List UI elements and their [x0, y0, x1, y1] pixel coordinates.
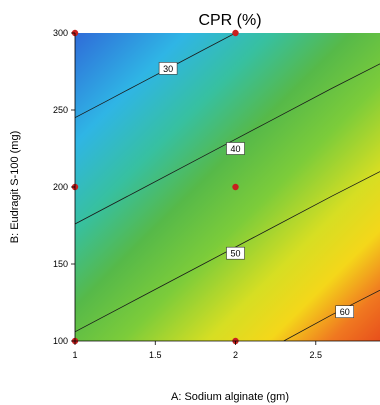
- contour-label-30: 30: [163, 64, 173, 74]
- contour-labels: 30 40 50 60: [158, 62, 355, 319]
- y-tick-label: 200: [53, 182, 68, 192]
- contour-label-40: 40: [230, 144, 240, 154]
- plot-area: [75, 33, 380, 341]
- y-tick-label: 300: [53, 28, 68, 38]
- contour-label-60: 60: [340, 307, 350, 317]
- design-point: [232, 29, 239, 37]
- contour-line-60: [283, 289, 380, 341]
- y-tick-label: 150: [53, 259, 68, 269]
- chart-title: CPR (%): [198, 12, 261, 29]
- contour-label-box-60: [335, 305, 355, 319]
- x-axis-label: A: Sodium alginate (gm): [171, 391, 289, 403]
- y-tick-label: 250: [53, 105, 68, 115]
- contour-label-box-30: [158, 62, 178, 75]
- contour-label-50: 50: [230, 249, 240, 259]
- contour-line-30: [75, 33, 236, 119]
- contour-label-box-40: [226, 142, 245, 155]
- x-tick-label: 1: [72, 350, 77, 360]
- x-tick-label: 2.5: [310, 350, 323, 360]
- y-tick-label: 100: [53, 336, 68, 346]
- design-point: [232, 183, 239, 191]
- x-tick-label: 1.5: [149, 350, 162, 360]
- y-axis-label: B: Eudragit S-100 (mg): [9, 131, 21, 244]
- x-axis-ticks: 1 1.5 2 2.5: [72, 341, 322, 360]
- y-axis-ticks: 100 150 200 250 300: [53, 28, 75, 346]
- x-tick-label: 2: [233, 350, 238, 360]
- contour-label-box-50: [226, 246, 245, 260]
- contour-line-40: [75, 63, 380, 225]
